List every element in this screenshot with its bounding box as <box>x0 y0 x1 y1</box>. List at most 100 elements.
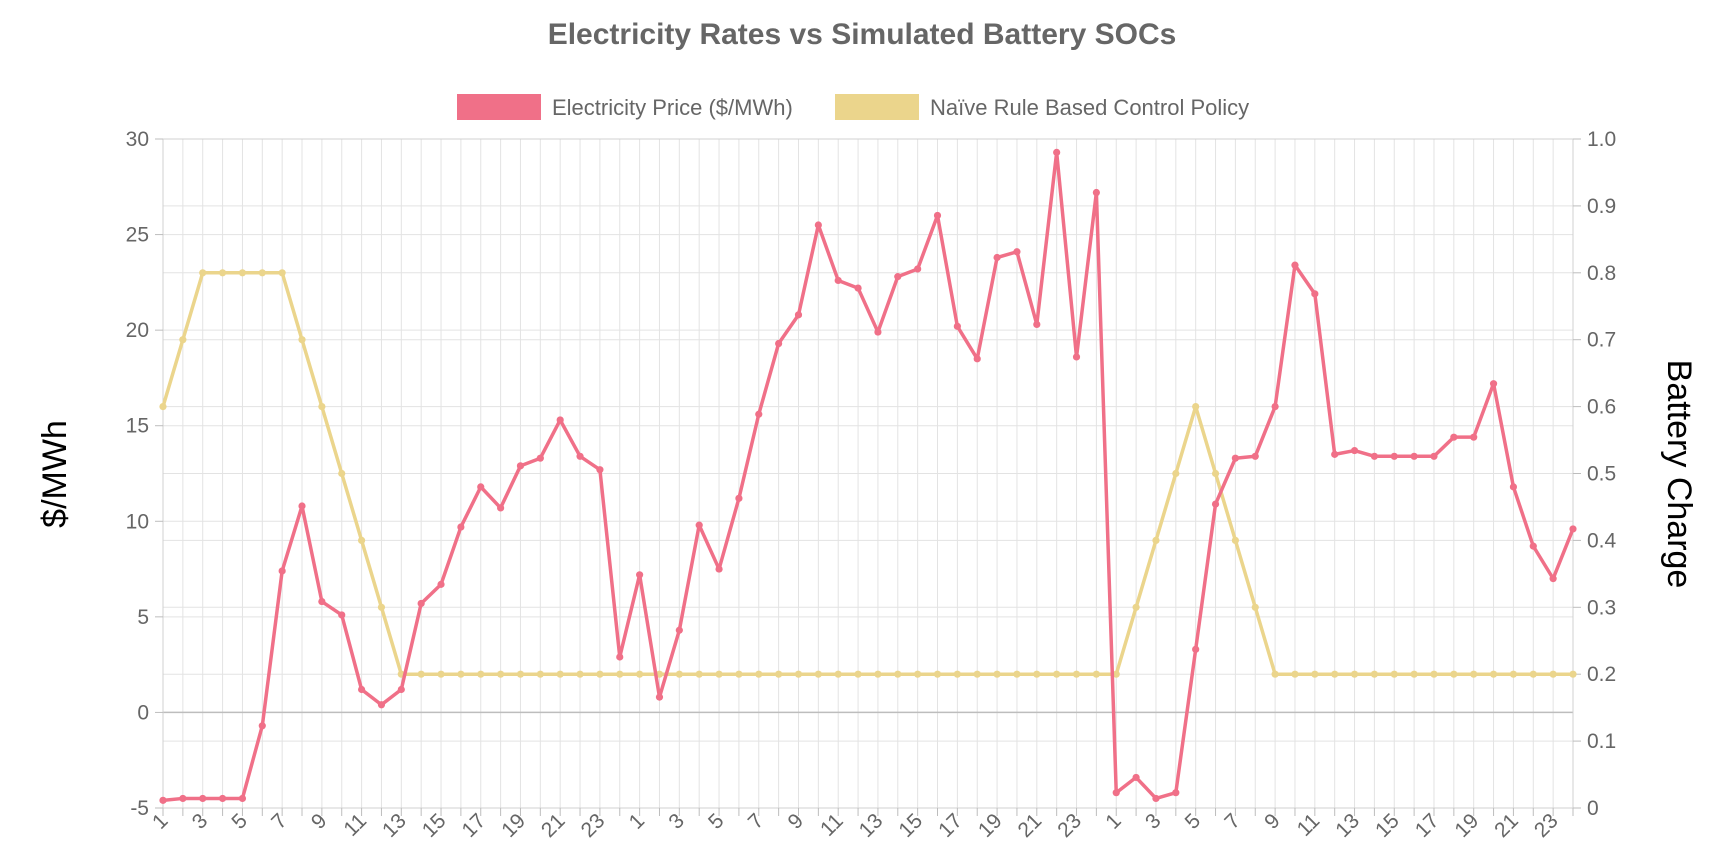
price-point[interactable] <box>278 567 286 575</box>
price-point[interactable] <box>914 265 922 273</box>
policy-point[interactable] <box>1549 670 1557 678</box>
policy-point[interactable] <box>1331 670 1339 678</box>
price-point[interactable] <box>318 597 326 606</box>
policy-point[interactable] <box>556 670 564 678</box>
policy-point[interactable] <box>179 336 187 344</box>
policy-point[interactable] <box>1311 670 1319 678</box>
policy-point[interactable] <box>636 670 644 678</box>
price-point[interactable] <box>1211 500 1220 508</box>
policy-point[interactable] <box>536 670 544 678</box>
policy-point[interactable] <box>377 603 386 611</box>
policy-point[interactable] <box>576 670 584 678</box>
legend-swatch-price[interactable] <box>457 94 541 120</box>
price-point[interactable] <box>953 322 961 330</box>
policy-point[interactable] <box>1053 670 1061 678</box>
price-point[interactable] <box>1072 353 1081 361</box>
policy-point[interactable] <box>357 536 366 545</box>
price-point[interactable] <box>636 571 644 579</box>
policy-point[interactable] <box>794 670 803 678</box>
price-point[interactable] <box>238 794 247 803</box>
price-point[interactable] <box>1569 525 1577 533</box>
policy-point[interactable] <box>1251 603 1259 611</box>
price-point[interactable] <box>437 580 445 588</box>
price-point[interactable] <box>1013 248 1021 256</box>
price-point[interactable] <box>1251 452 1259 460</box>
price-point[interactable] <box>596 466 604 474</box>
policy-point[interactable] <box>933 670 942 678</box>
policy-point[interactable] <box>1192 403 1200 411</box>
price-point[interactable] <box>814 221 822 229</box>
price-point[interactable] <box>1271 403 1279 411</box>
policy-point[interactable] <box>298 336 306 344</box>
policy-point[interactable] <box>854 670 862 678</box>
policy-point[interactable] <box>596 670 604 678</box>
policy-point[interactable] <box>1291 670 1299 678</box>
policy-point[interactable] <box>894 670 902 678</box>
policy-point[interactable] <box>953 670 961 678</box>
policy-point[interactable] <box>1489 670 1498 678</box>
price-point[interactable] <box>1331 450 1339 458</box>
price-point[interactable] <box>735 494 743 502</box>
price-point[interactable] <box>159 796 167 804</box>
policy-point[interactable] <box>497 670 505 678</box>
policy-point[interactable] <box>755 670 763 678</box>
policy-point[interactable] <box>338 469 346 478</box>
price-point[interactable] <box>516 462 525 470</box>
policy-point[interactable] <box>1013 670 1021 678</box>
price-point[interactable] <box>1529 542 1537 550</box>
price-point[interactable] <box>1053 148 1061 156</box>
policy-point[interactable] <box>1033 670 1041 678</box>
policy-point[interactable] <box>1132 603 1140 611</box>
policy-point[interactable] <box>973 670 981 678</box>
policy-point[interactable] <box>1072 670 1081 678</box>
price-point[interactable] <box>1152 794 1160 803</box>
price-point[interactable] <box>1291 261 1299 269</box>
price-point[interactable] <box>1430 452 1438 460</box>
policy-point[interactable] <box>1211 469 1220 478</box>
policy-point[interactable] <box>874 670 882 678</box>
policy-point[interactable] <box>1529 670 1537 678</box>
policy-point[interactable] <box>1390 670 1398 678</box>
price-point[interactable] <box>377 701 386 709</box>
price-point[interactable] <box>1112 789 1120 797</box>
policy-point[interactable] <box>318 403 326 411</box>
price-point[interactable] <box>1132 773 1140 782</box>
price-point[interactable] <box>1470 433 1478 441</box>
price-point[interactable] <box>874 328 882 336</box>
policy-point[interactable] <box>258 269 266 277</box>
price-point[interactable] <box>1311 290 1319 298</box>
policy-point[interactable] <box>1569 670 1577 678</box>
price-point[interactable] <box>993 253 1001 262</box>
price-point[interactable] <box>973 355 981 363</box>
policy-point[interactable] <box>775 670 783 678</box>
policy-point[interactable] <box>1509 670 1518 678</box>
policy-point[interactable] <box>199 269 207 277</box>
policy-point[interactable] <box>1152 536 1160 545</box>
policy-point[interactable] <box>1350 670 1359 678</box>
price-point[interactable] <box>695 521 703 529</box>
price-point[interactable] <box>715 565 723 573</box>
price-point[interactable] <box>477 483 485 491</box>
legend-label-policy[interactable]: Naïve Rule Based Control Policy <box>930 95 1249 120</box>
price-point[interactable] <box>675 626 683 634</box>
price-point[interactable] <box>894 273 902 281</box>
price-point[interactable] <box>1092 188 1100 197</box>
price-point[interactable] <box>258 722 266 730</box>
price-point[interactable] <box>417 599 425 608</box>
price-point[interactable] <box>357 685 366 694</box>
policy-point[interactable] <box>715 670 723 678</box>
policy-point[interactable] <box>516 670 525 678</box>
policy-point[interactable] <box>1092 670 1100 678</box>
price-point[interactable] <box>1390 452 1398 460</box>
price-point[interactable] <box>1192 645 1200 653</box>
price-point[interactable] <box>1509 483 1518 491</box>
price-point[interactable] <box>1450 433 1458 441</box>
policy-point[interactable] <box>735 670 743 678</box>
policy-point[interactable] <box>218 269 227 277</box>
policy-point[interactable] <box>1470 670 1478 678</box>
policy-point[interactable] <box>1112 670 1120 678</box>
price-point[interactable] <box>1033 320 1041 329</box>
price-point[interactable] <box>755 410 763 418</box>
policy-point[interactable] <box>993 670 1001 678</box>
price-point[interactable] <box>1172 789 1180 797</box>
